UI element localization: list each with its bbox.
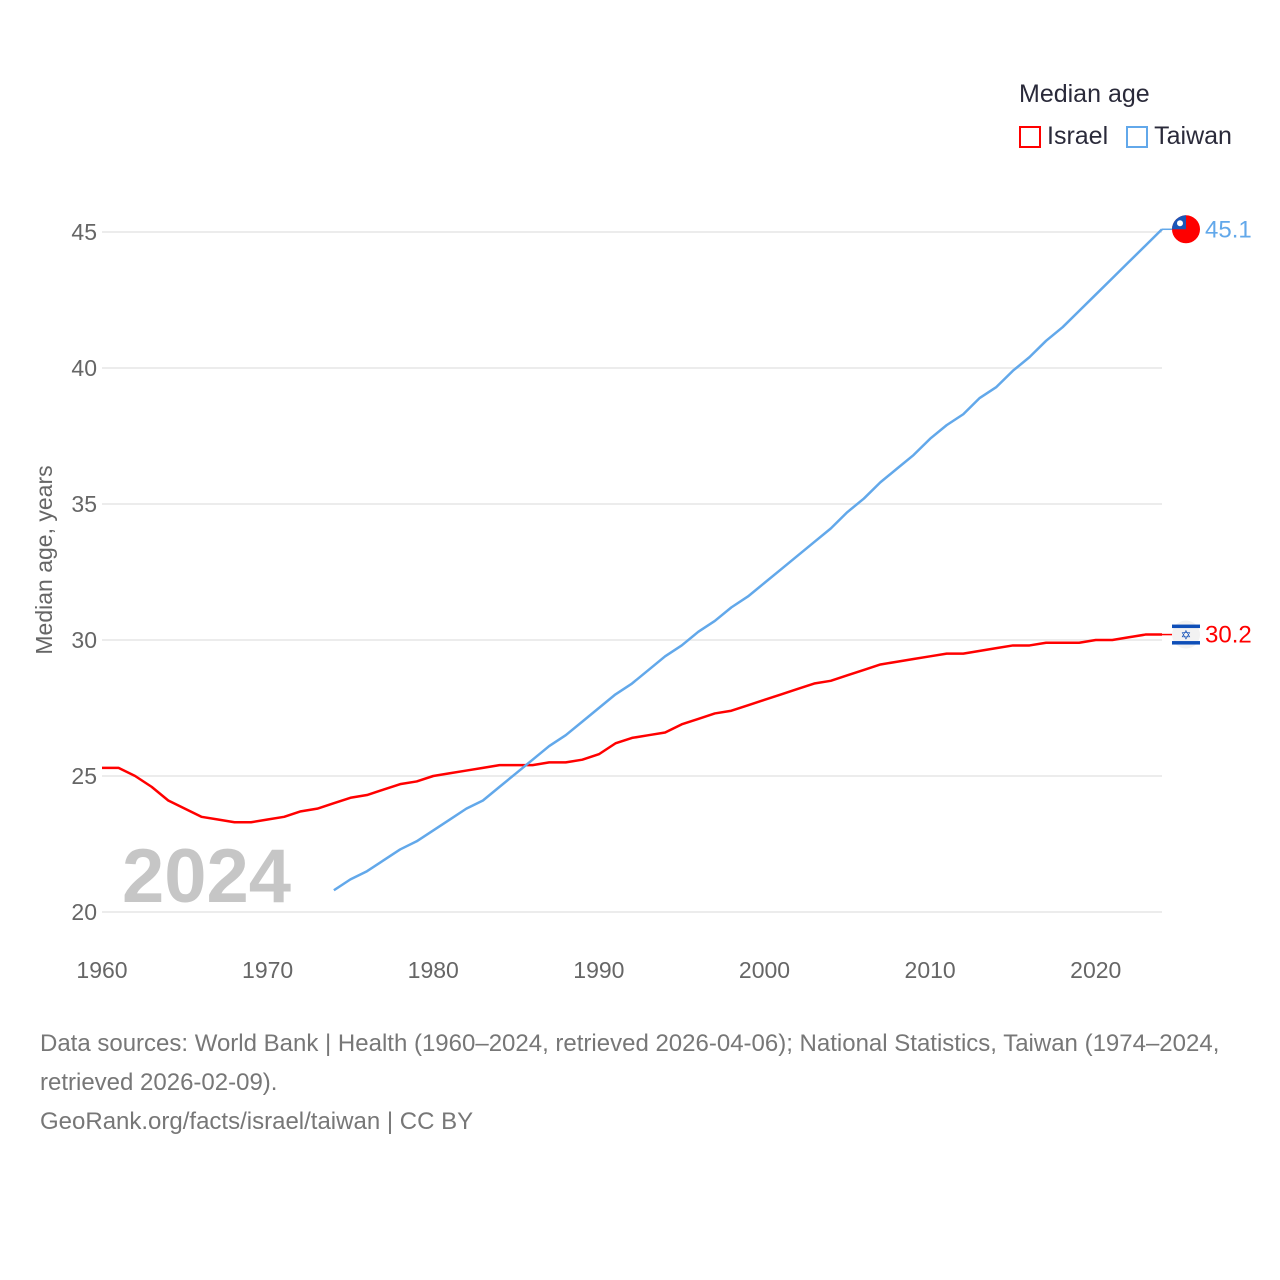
israel-flag-stripe bbox=[1172, 641, 1200, 645]
y-tick-label: 20 bbox=[71, 899, 97, 925]
legend-item-israel[interactable]: Israel bbox=[1019, 122, 1108, 151]
end-value-label: 45.1 bbox=[1205, 216, 1252, 243]
series-line-israel bbox=[102, 633, 1162, 824]
legend-label: Israel bbox=[1047, 122, 1109, 150]
y-tick-label: 25 bbox=[71, 763, 97, 789]
x-tick-label: 1960 bbox=[76, 957, 127, 983]
legend: Israel Taiwan bbox=[1019, 122, 1232, 151]
y-axis-label: Median age, years bbox=[31, 465, 57, 654]
x-tick-label: 2020 bbox=[1070, 957, 1121, 983]
taiwan-flag-sun bbox=[1177, 220, 1183, 227]
line-chart: 20 25 30 35 40 45 1960 1970 1980 1990 2000 2010 2020… bbox=[31, 215, 1252, 983]
year-watermark: 2024 bbox=[122, 834, 291, 919]
series-line-taiwan bbox=[333, 228, 1163, 892]
data-sources: Data sources: World Bank | Health (1960–… bbox=[40, 1030, 1220, 1096]
israel-flag-stripe bbox=[1172, 624, 1200, 629]
legend-swatch-israel bbox=[1019, 125, 1041, 148]
y-tick-label: 40 bbox=[71, 355, 97, 381]
end-value-label: 30.2 bbox=[1205, 622, 1252, 649]
star-of-david-icon: ✡ bbox=[1181, 628, 1192, 643]
footer: Data sources: World Bank | Health (1960–… bbox=[40, 1024, 1250, 1141]
legend-label: Taiwan bbox=[1154, 122, 1232, 150]
credit-link[interactable]: GeoRank.org/facts/israel/taiwan | CC BY bbox=[40, 1108, 474, 1135]
legend-title: Median age bbox=[1019, 80, 1150, 108]
x-tick-label: 2010 bbox=[905, 957, 956, 983]
legend-swatch-taiwan bbox=[1126, 125, 1149, 148]
x-tick-label: 2000 bbox=[739, 957, 790, 983]
x-tick-label: 1970 bbox=[242, 957, 293, 983]
y-tick-label: 45 bbox=[71, 219, 97, 245]
x-tick-label: 1980 bbox=[408, 957, 459, 983]
legend-item-taiwan[interactable]: Taiwan bbox=[1126, 122, 1232, 151]
y-tick-label: 30 bbox=[71, 627, 97, 653]
y-tick-label: 35 bbox=[71, 491, 97, 517]
x-tick-label: 1990 bbox=[573, 957, 624, 983]
